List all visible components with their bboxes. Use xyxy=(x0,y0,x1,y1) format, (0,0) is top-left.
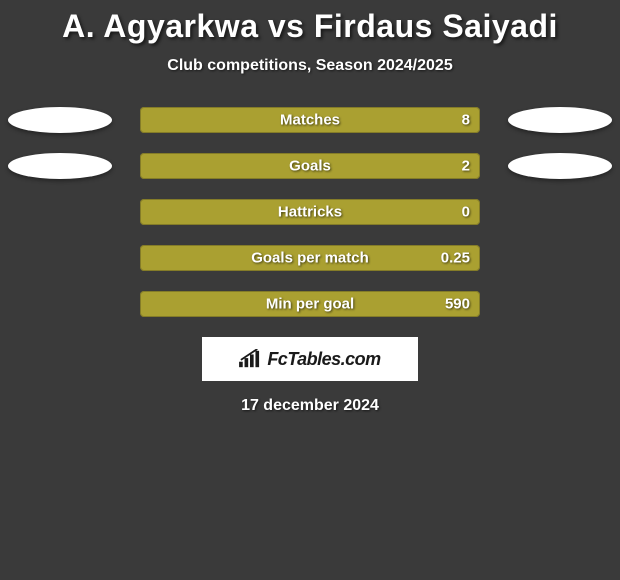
stat-bar: Min per goal 590 xyxy=(140,291,480,317)
stat-label: Matches xyxy=(280,112,340,129)
player-right-ellipse xyxy=(508,153,612,179)
stat-row: Matches 8 xyxy=(0,107,620,133)
stat-value: 8 xyxy=(462,112,470,129)
stat-value: 2 xyxy=(462,158,470,175)
stat-row: Goals 2 xyxy=(0,153,620,179)
stats-area: Matches 8 Goals 2 Hattricks 0 Goals per match 0… xyxy=(0,107,620,317)
page-title: A. Agyarkwa vs Firdaus Saiyadi xyxy=(62,8,558,45)
bar-chart-icon xyxy=(239,349,261,369)
stat-row: Goals per match 0.25 xyxy=(0,245,620,271)
logo-text: FcTables.com xyxy=(267,349,380,370)
stat-label: Goals xyxy=(289,158,331,175)
fctables-logo[interactable]: FcTables.com xyxy=(202,337,418,381)
player-left-ellipse xyxy=(8,153,112,179)
stat-value: 0 xyxy=(462,204,470,221)
stat-bar: Matches 8 xyxy=(140,107,480,133)
stat-value: 0.25 xyxy=(441,250,470,267)
page-subtitle: Club competitions, Season 2024/2025 xyxy=(167,57,452,75)
player-right-ellipse xyxy=(508,107,612,133)
stat-bar: Goals 2 xyxy=(140,153,480,179)
date-text: 17 december 2024 xyxy=(241,397,379,415)
stat-label: Goals per match xyxy=(251,250,369,267)
stat-label: Hattricks xyxy=(278,204,342,221)
stat-bar: Hattricks 0 xyxy=(140,199,480,225)
stat-row: Min per goal 590 xyxy=(0,291,620,317)
stat-value: 590 xyxy=(445,296,470,313)
stat-row: Hattricks 0 xyxy=(0,199,620,225)
stat-label: Min per goal xyxy=(266,296,354,313)
stat-bar: Goals per match 0.25 xyxy=(140,245,480,271)
player-left-ellipse xyxy=(8,107,112,133)
main-container: A. Agyarkwa vs Firdaus Saiyadi Club comp… xyxy=(0,0,620,415)
